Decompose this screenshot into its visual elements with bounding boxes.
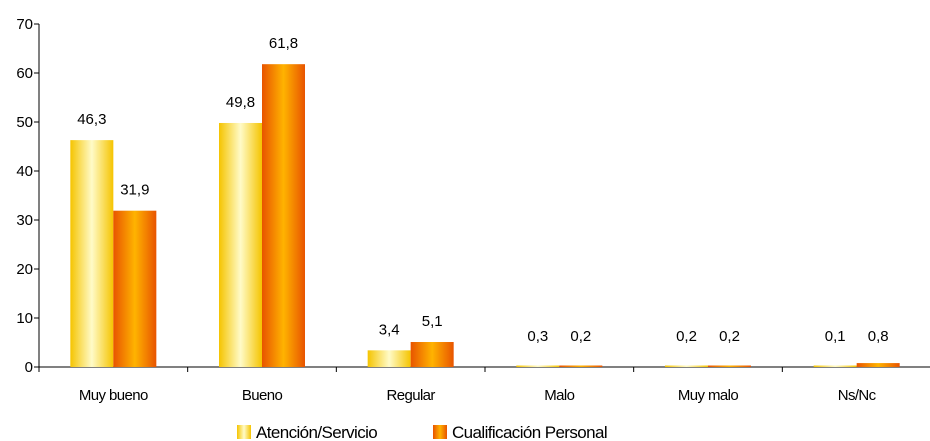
data-label: 61,8 <box>269 35 298 52</box>
bars <box>70 64 900 368</box>
data-label: 46,3 <box>77 111 106 128</box>
y-tick-label: 60 <box>16 65 33 82</box>
data-label: 31,9 <box>120 182 149 199</box>
y-tick-label: 40 <box>16 163 33 180</box>
bar-atencion <box>70 140 114 367</box>
legend-label: Cualificación Personal <box>452 423 607 441</box>
y-tick-label: 0 <box>25 359 33 376</box>
legend-label: Atención/Servicio <box>256 423 377 441</box>
bar-atencion <box>813 365 857 367</box>
bar-cualificacion <box>708 365 751 367</box>
x-tick-label: Malo <box>544 387 574 404</box>
x-tick-label: Bueno <box>242 387 283 404</box>
x-tick-label: Muy bueno <box>79 387 148 404</box>
data-label: 0,2 <box>719 328 740 345</box>
bar-atencion <box>219 122 262 367</box>
x-axis: Muy bueno Bueno Regular Malo Muy malo Ns/Nc <box>38 366 930 404</box>
bar-cualificacion <box>113 210 157 367</box>
y-axis: 0 10 20 30 40 50 60 70 <box>16 16 40 376</box>
y-tick-label: 70 <box>16 16 33 33</box>
data-labels: 46,3 31,9 49,8 61,8 3,4 5,1 0,3 0,2 0,2 0,2 0,1 0,8 <box>77 35 888 345</box>
data-label: 0,2 <box>676 328 697 345</box>
x-tick-label: Regular <box>386 387 435 404</box>
x-tick-label: Ns/Nc <box>838 387 877 404</box>
data-label: 0,1 <box>825 328 846 345</box>
bar-atencion <box>367 350 411 367</box>
bar-atencion <box>516 365 560 367</box>
bar-cualificacion <box>262 64 305 368</box>
data-label: 0,8 <box>868 328 889 345</box>
bar-cualificacion <box>856 363 900 367</box>
bar-cualificacion <box>410 342 454 367</box>
y-tick-label: 50 <box>16 114 33 131</box>
legend: Atención/Servicio Cualificación Personal <box>237 423 608 441</box>
data-label: 0,3 <box>527 328 548 345</box>
bar-atencion <box>665 365 708 367</box>
x-tick-label: Muy malo <box>678 387 738 404</box>
legend-swatch <box>433 425 447 439</box>
data-label: 3,4 <box>379 321 400 338</box>
data-label: 5,1 <box>422 313 443 330</box>
y-tick-label: 20 <box>16 261 33 278</box>
bar-cualificacion <box>559 365 603 367</box>
data-label: 0,2 <box>570 328 591 345</box>
y-tick-label: 10 <box>16 310 33 327</box>
data-label: 49,8 <box>226 94 255 111</box>
y-tick-label: 30 <box>16 212 33 229</box>
legend-swatch <box>237 425 251 439</box>
